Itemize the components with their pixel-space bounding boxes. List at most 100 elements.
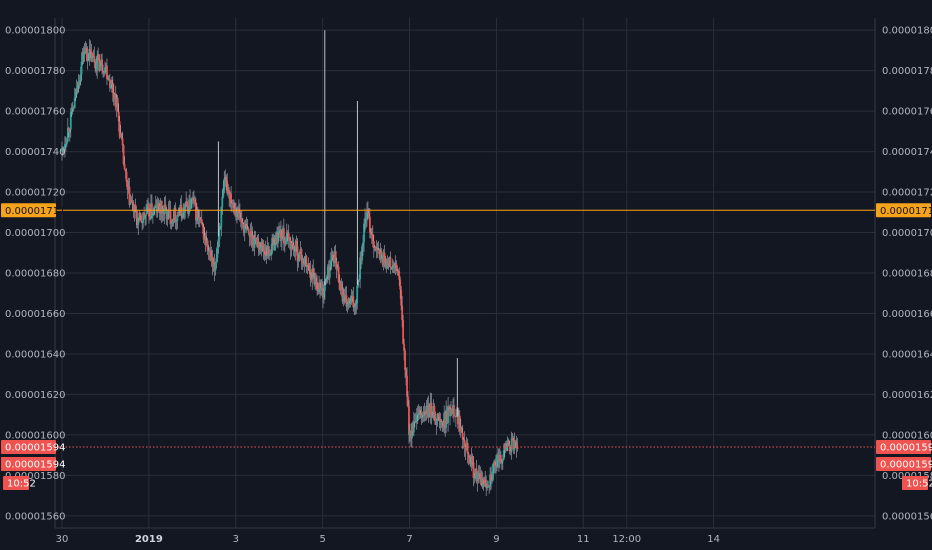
candle-body xyxy=(364,218,366,224)
candle-body xyxy=(485,483,488,489)
candle-body xyxy=(80,61,83,75)
candle-body xyxy=(240,218,243,223)
candle-body xyxy=(125,171,128,182)
candle-body xyxy=(302,262,305,265)
candle-body xyxy=(201,223,204,227)
candle-body xyxy=(368,216,371,233)
candle-body xyxy=(233,202,235,213)
candle-body xyxy=(309,269,312,278)
candle-body xyxy=(280,230,282,241)
candle-body xyxy=(471,455,474,463)
candle-body xyxy=(358,279,361,281)
candle-body xyxy=(87,60,90,62)
candle-body xyxy=(152,207,155,215)
candle-body xyxy=(323,291,325,299)
y-tick-label-left: 0.00001680 xyxy=(5,269,65,280)
candle-body xyxy=(413,420,416,423)
candle-body xyxy=(509,451,512,452)
candle-body xyxy=(411,423,414,433)
candle-body xyxy=(342,294,345,302)
candle-body xyxy=(147,204,149,207)
candle-body xyxy=(316,281,319,289)
candle-body xyxy=(406,375,408,397)
candle-body xyxy=(206,240,209,251)
candle-body xyxy=(266,246,269,256)
candle-body xyxy=(352,295,355,308)
candle-body xyxy=(367,210,369,214)
candle-body xyxy=(409,430,411,436)
candle-body xyxy=(244,224,247,226)
candle-body xyxy=(457,415,460,425)
candle-body xyxy=(150,203,152,219)
candle-body xyxy=(169,210,172,225)
candle-body xyxy=(445,409,448,428)
candle-body xyxy=(474,468,477,478)
candle-body xyxy=(404,350,406,370)
candle-body xyxy=(215,258,218,264)
candle-body xyxy=(477,473,480,475)
candle-body xyxy=(448,406,450,408)
candle-body xyxy=(194,199,196,203)
candle-body xyxy=(501,459,504,462)
candle-body xyxy=(320,288,322,290)
candle-body xyxy=(311,268,314,280)
candle-body xyxy=(83,51,86,55)
candle-body xyxy=(284,239,287,245)
candle-body xyxy=(321,288,323,289)
candle-body xyxy=(355,303,358,305)
y-tick-label-right: 0.00001780 xyxy=(882,66,932,77)
candle-body xyxy=(431,415,434,418)
candle-body xyxy=(453,405,455,416)
candle-body xyxy=(395,263,398,269)
candle-body xyxy=(159,200,162,214)
candle-body xyxy=(157,203,160,207)
candle-body xyxy=(421,414,424,416)
candle-body xyxy=(389,257,392,267)
candle-body xyxy=(127,186,130,190)
candle-body xyxy=(265,254,268,256)
candle-body xyxy=(63,147,65,149)
candle-body xyxy=(325,276,328,279)
candle-body xyxy=(433,406,436,418)
candle-body xyxy=(198,217,201,221)
candle-body xyxy=(515,443,518,449)
candle-body xyxy=(163,204,166,215)
candle-body xyxy=(306,265,309,267)
candle-body xyxy=(137,220,140,226)
y-tick-label-right: 0.00001620 xyxy=(882,390,932,401)
candle-body xyxy=(78,80,81,87)
candle-body xyxy=(138,212,141,221)
candle-body xyxy=(369,232,372,235)
candle-body xyxy=(252,235,255,248)
candle-body xyxy=(423,411,426,414)
left-price-axis[interactable]: 0.00001800 0.00001780 0.00001760 0.00001740… xyxy=(5,26,65,523)
candle-body xyxy=(388,257,391,265)
last-price-tag-right-bg xyxy=(876,440,931,455)
candle-body xyxy=(336,266,339,270)
candle-body xyxy=(285,232,288,245)
candle-body xyxy=(290,242,293,251)
time-axis[interactable]: 30 2019 3 5 7 9 11 12:00 14 xyxy=(56,534,720,545)
candle-body xyxy=(410,430,412,439)
candle-body xyxy=(174,207,177,222)
candle-body xyxy=(508,444,511,452)
y-tick-label-right: 0.00001700 xyxy=(882,228,932,239)
candle-body xyxy=(349,301,352,304)
candle-body xyxy=(373,247,376,249)
candle-body xyxy=(502,449,505,460)
candle-body xyxy=(314,277,317,285)
y-tick-label-left: 0.00001780 xyxy=(5,66,65,77)
candle-body xyxy=(368,213,370,217)
candle-body xyxy=(245,225,248,230)
candle-body xyxy=(361,246,363,261)
candle-body xyxy=(452,405,454,414)
candle-body xyxy=(398,271,401,280)
candle-body xyxy=(264,250,267,255)
candle-body xyxy=(254,238,257,240)
candle-body xyxy=(473,477,476,479)
candle-body xyxy=(478,472,481,474)
candle-body xyxy=(182,207,185,218)
candle-body xyxy=(345,295,348,307)
candle-body xyxy=(377,249,380,251)
